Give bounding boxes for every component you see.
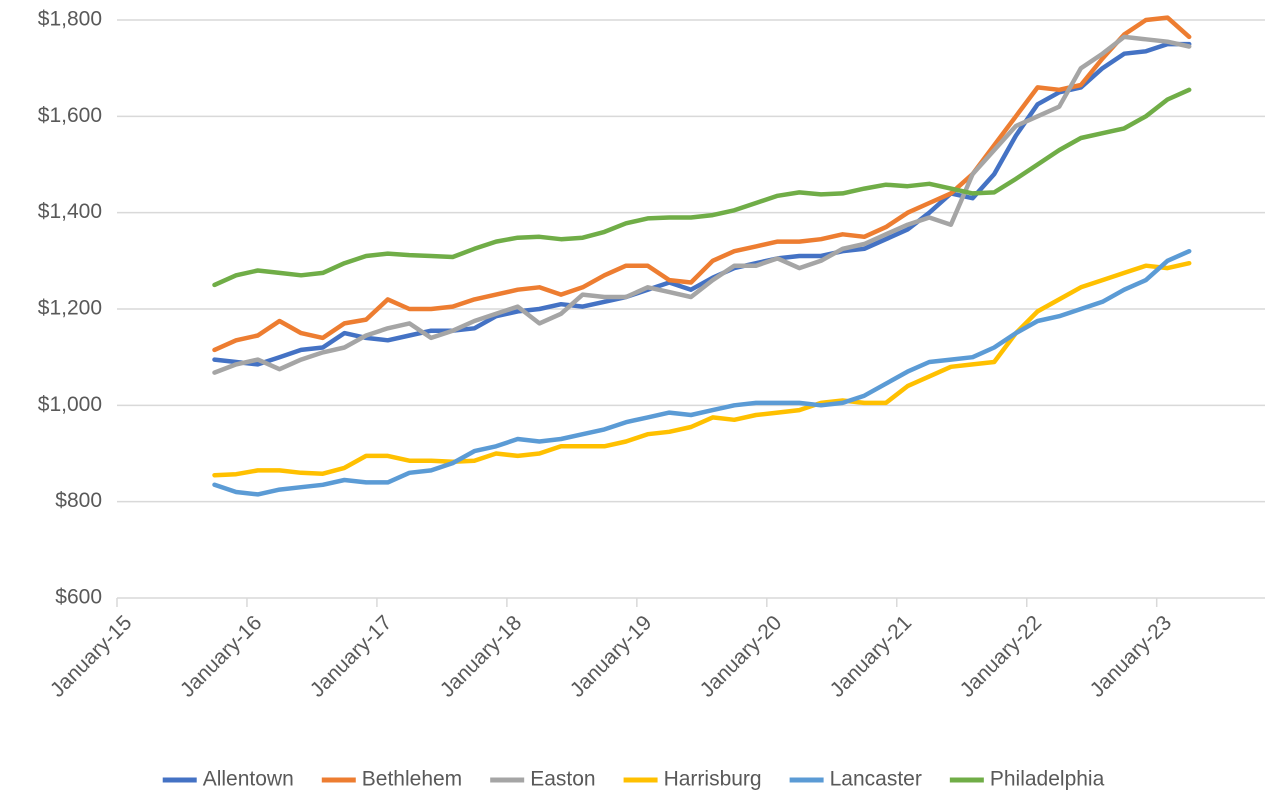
y-tick-label: $1,200 [38, 297, 102, 320]
x-tick-label: January-15 [46, 611, 137, 702]
legend-label: Bethlehem [362, 768, 462, 791]
legend: Allentown Bethlehem Easton Harrisburg Lancas… [162, 768, 1105, 791]
legend-label: Philadelphia [990, 768, 1105, 791]
y-tick-label: $1,800 [38, 8, 102, 31]
x-tick-label: January-20 [696, 611, 787, 702]
x-tick-label: January-23 [1086, 611, 1177, 702]
series-line [212, 34, 1192, 375]
y-tick-label: $1,400 [38, 200, 102, 223]
x-tick-label: January-21 [826, 611, 917, 702]
series-line [212, 41, 1192, 367]
series-line [212, 260, 1192, 478]
legend-label: Easton [530, 768, 595, 791]
legend-label: Allentown [203, 768, 294, 791]
x-tick-label: January-16 [176, 611, 267, 702]
series-line [212, 15, 1192, 353]
series-line [212, 87, 1192, 288]
y-tick-label: $1,000 [38, 393, 102, 416]
series-line [212, 248, 1192, 497]
x-tick-label: January-22 [956, 611, 1047, 702]
x-tick-label: January-18 [436, 611, 527, 702]
y-tick-label: $800 [55, 489, 102, 512]
legend-label: Lancaster [830, 768, 922, 791]
legend-label: Harrisburg [664, 768, 762, 791]
y-tick-label: $1,600 [38, 104, 102, 127]
x-tick-label: January-17 [306, 611, 397, 702]
x-tick-label: January-19 [566, 611, 657, 702]
y-tick-label: $600 [55, 586, 102, 609]
